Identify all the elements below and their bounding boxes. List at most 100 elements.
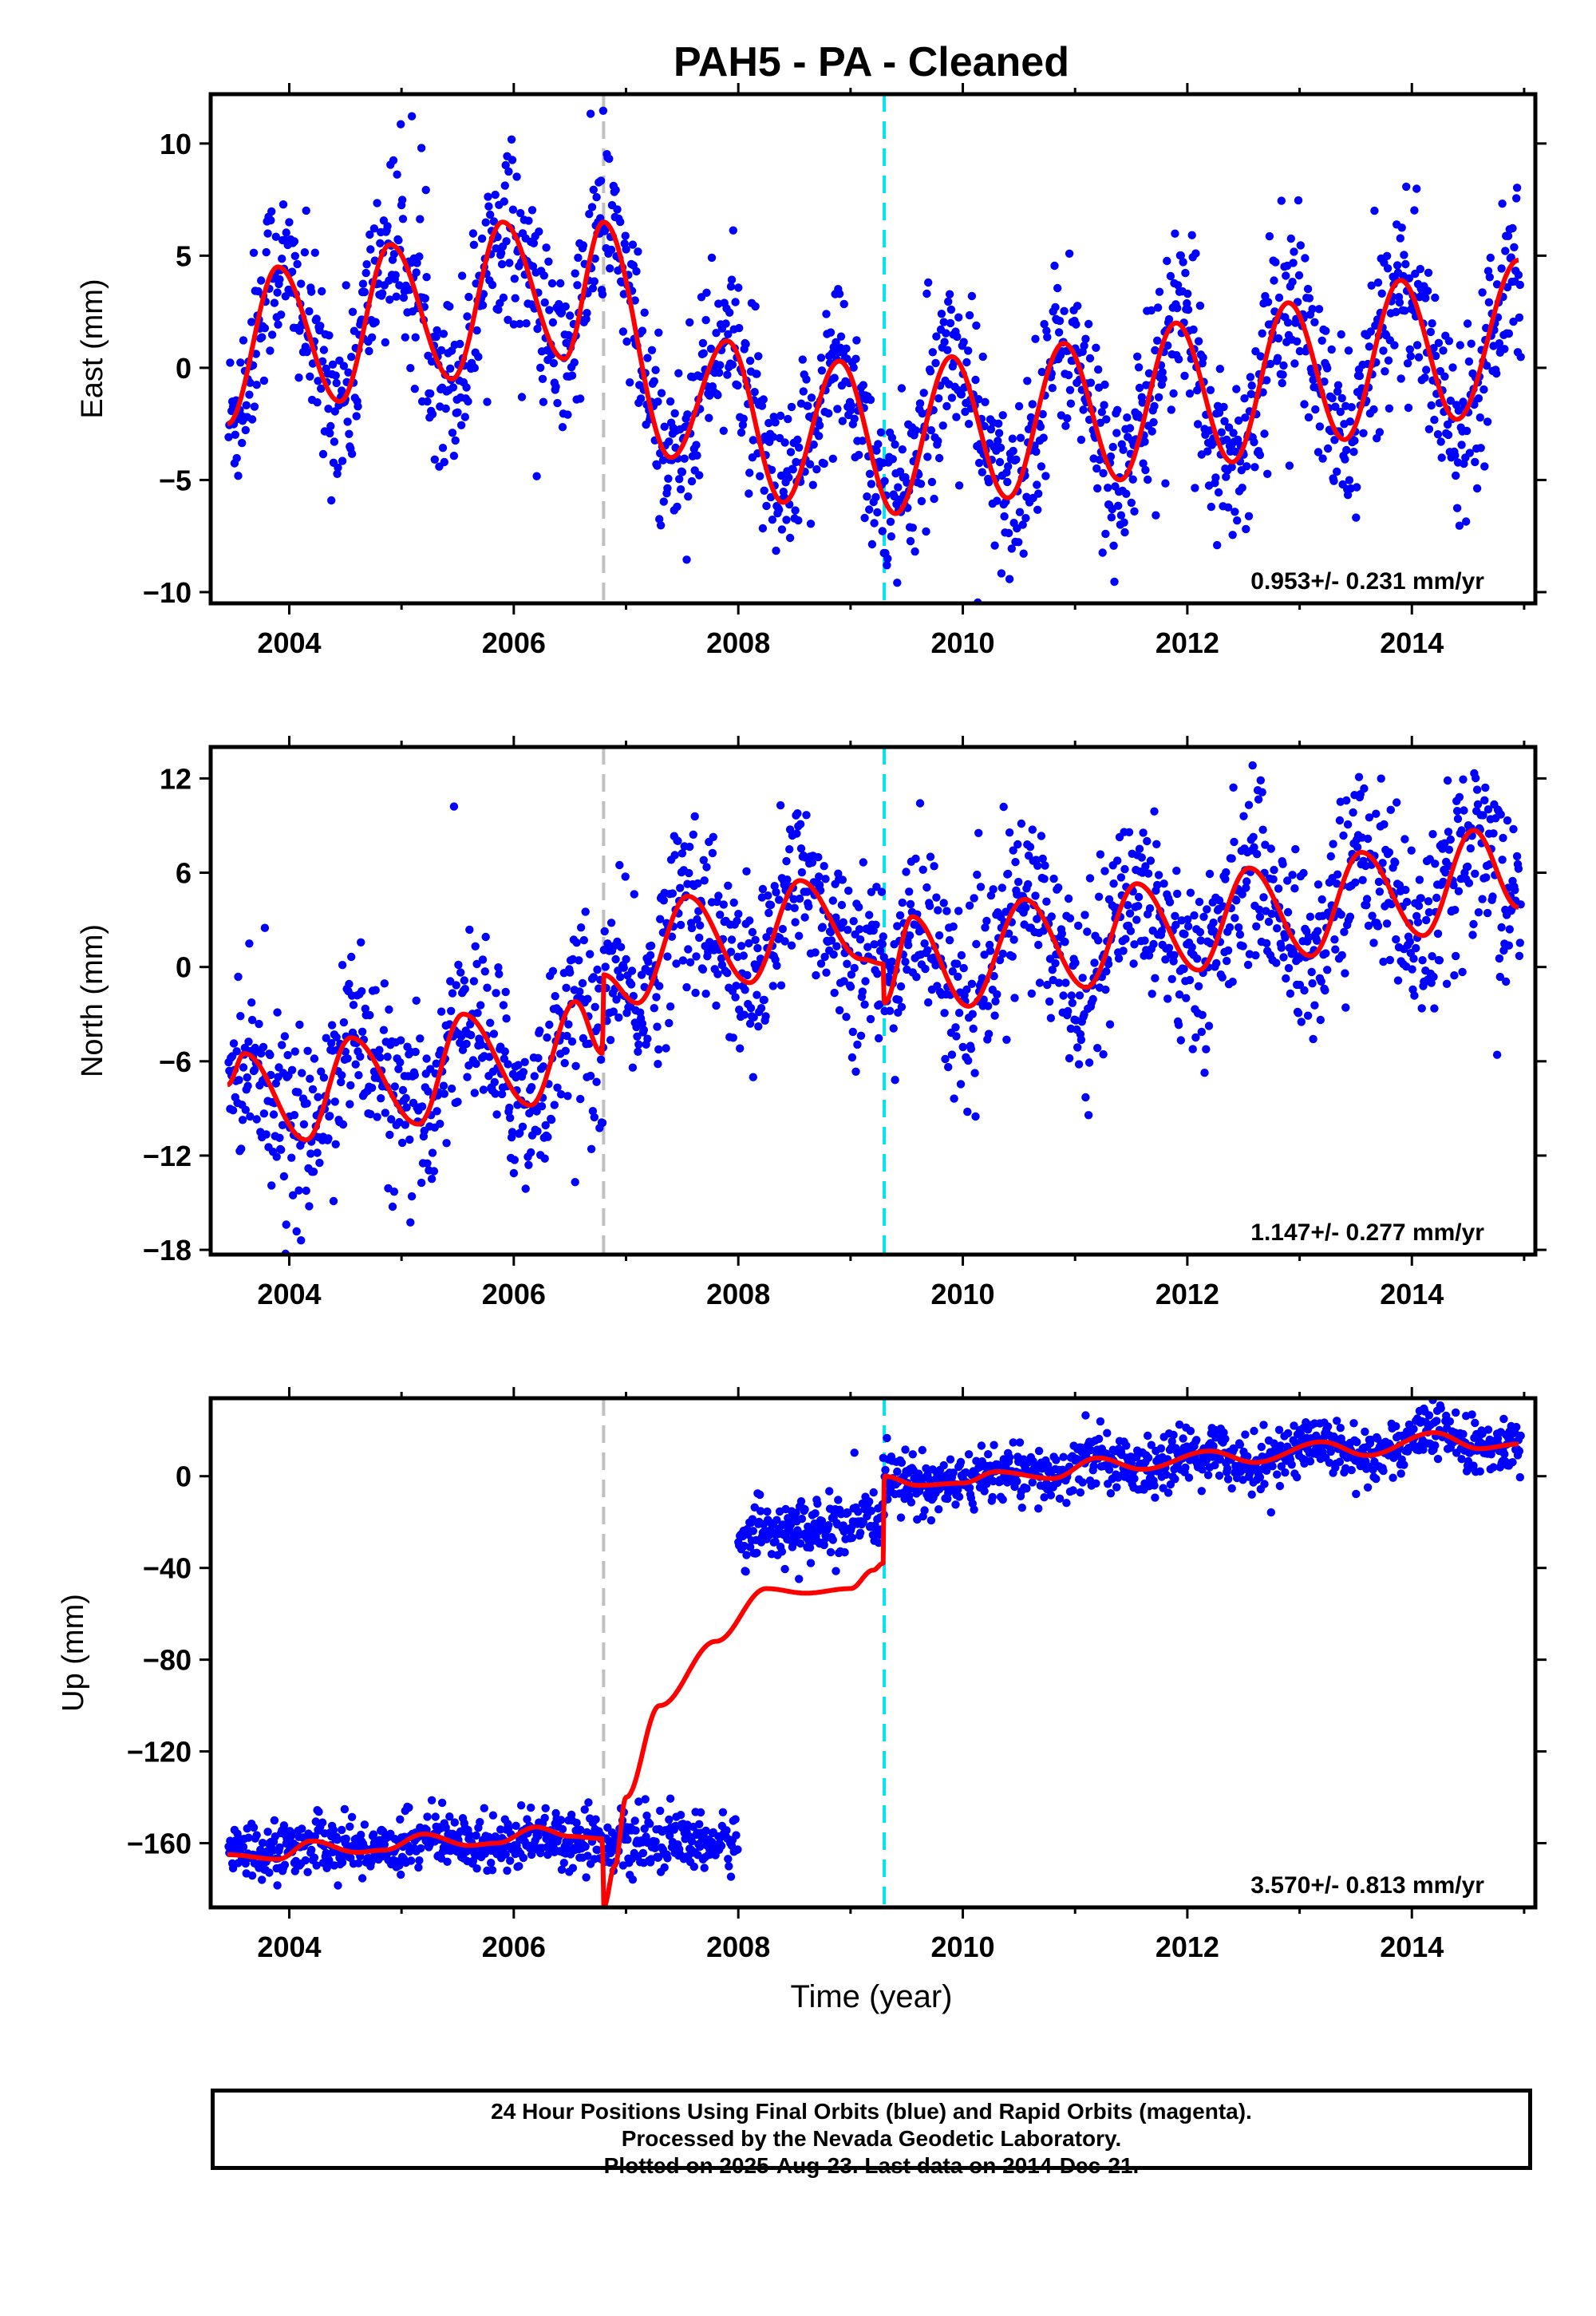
data-point: [1406, 352, 1416, 361]
data-point: [972, 321, 981, 330]
data-point: [1242, 524, 1250, 534]
data-point: [1330, 935, 1339, 944]
data-point: [295, 1020, 304, 1030]
data-point: [606, 245, 616, 255]
data-point: [1014, 538, 1023, 547]
y-tick-label: −18: [143, 1234, 192, 1267]
figure-title: PAH5 - PA - Cleaned: [674, 39, 1069, 85]
data-point: [519, 1853, 528, 1863]
data-point: [1127, 498, 1136, 508]
data-point: [399, 293, 409, 302]
data-point: [469, 240, 479, 249]
data-point: [587, 203, 597, 211]
data-point: [1310, 1001, 1319, 1010]
data-point: [535, 1026, 544, 1035]
data-point: [978, 352, 987, 362]
data-point: [1084, 1111, 1093, 1120]
data-point: [366, 1109, 375, 1119]
data-point: [414, 1863, 423, 1872]
data-point: [741, 986, 749, 994]
data-point: [1012, 455, 1021, 464]
data-point: [1277, 196, 1286, 205]
data-point: [484, 192, 492, 201]
data-point: [1005, 828, 1014, 837]
data-point: [873, 508, 882, 517]
data-point: [875, 1000, 884, 1009]
data-point: [741, 1567, 750, 1576]
data-point: [1073, 1043, 1082, 1052]
data-point: [878, 527, 887, 536]
data-point: [257, 276, 266, 285]
data-point: [1255, 450, 1265, 460]
data-point: [1363, 834, 1373, 844]
data-point: [1474, 394, 1483, 403]
data-point: [406, 1218, 415, 1227]
data-point: [581, 907, 590, 916]
data-point: [665, 437, 674, 446]
data-point: [699, 349, 708, 358]
data-point: [1223, 1464, 1232, 1473]
data-point: [676, 883, 685, 892]
data-point: [1385, 404, 1394, 413]
data-point: [1074, 1060, 1084, 1069]
data-point: [306, 372, 314, 381]
data-point: [560, 1058, 569, 1068]
data-point: [1173, 889, 1182, 899]
data-point: [1505, 925, 1515, 934]
data-point: [1262, 939, 1271, 948]
data-point: [245, 390, 254, 399]
data-point: [1421, 294, 1430, 302]
data-point: [651, 366, 660, 374]
data-point: [591, 1815, 600, 1824]
data-point: [904, 941, 913, 950]
data-point: [396, 1815, 405, 1824]
data-point: [1369, 405, 1378, 414]
data-point: [235, 1076, 243, 1085]
data-point: [668, 889, 678, 898]
data-point: [849, 917, 858, 926]
data-point: [437, 346, 446, 355]
data-point: [503, 1866, 512, 1875]
data-point: [600, 927, 609, 936]
data-point: [684, 492, 693, 501]
plot-frame: [208, 745, 1538, 1257]
data-point: [991, 997, 1000, 1006]
data-point: [865, 505, 874, 514]
data-point: [1174, 355, 1183, 364]
data-point: [745, 468, 754, 477]
data-point: [745, 1543, 755, 1551]
data-point: [551, 382, 560, 391]
data-point: [540, 298, 549, 307]
data-point: [515, 1862, 523, 1871]
data-point: [383, 222, 392, 231]
data-point: [568, 1863, 578, 1872]
data-point: [290, 1047, 299, 1056]
data-point: [497, 1089, 507, 1099]
data-point: [866, 395, 875, 405]
data-point: [843, 926, 852, 935]
data-point: [806, 1559, 816, 1567]
y-tick-label: 10: [160, 128, 192, 160]
data-point: [338, 456, 347, 465]
data-point: [287, 267, 297, 276]
data-point: [504, 167, 513, 176]
data-point: [1294, 1009, 1303, 1018]
data-point: [1084, 319, 1093, 329]
data-point: [1053, 283, 1062, 293]
data-point: [638, 326, 647, 335]
data-point: [470, 363, 479, 373]
data-point: [1195, 301, 1205, 310]
data-point: [678, 956, 688, 965]
data-point: [1212, 958, 1221, 968]
data-point: [691, 988, 700, 998]
data-point: [245, 939, 254, 948]
data-point: [479, 1085, 488, 1094]
data-point: [456, 968, 465, 977]
data-point: [777, 1547, 787, 1556]
data-point: [1286, 234, 1296, 243]
data-point: [764, 418, 773, 428]
data-point: [1492, 1050, 1502, 1059]
data-point: [338, 1120, 348, 1129]
data-point: [334, 1881, 342, 1890]
data-point: [1060, 306, 1069, 315]
